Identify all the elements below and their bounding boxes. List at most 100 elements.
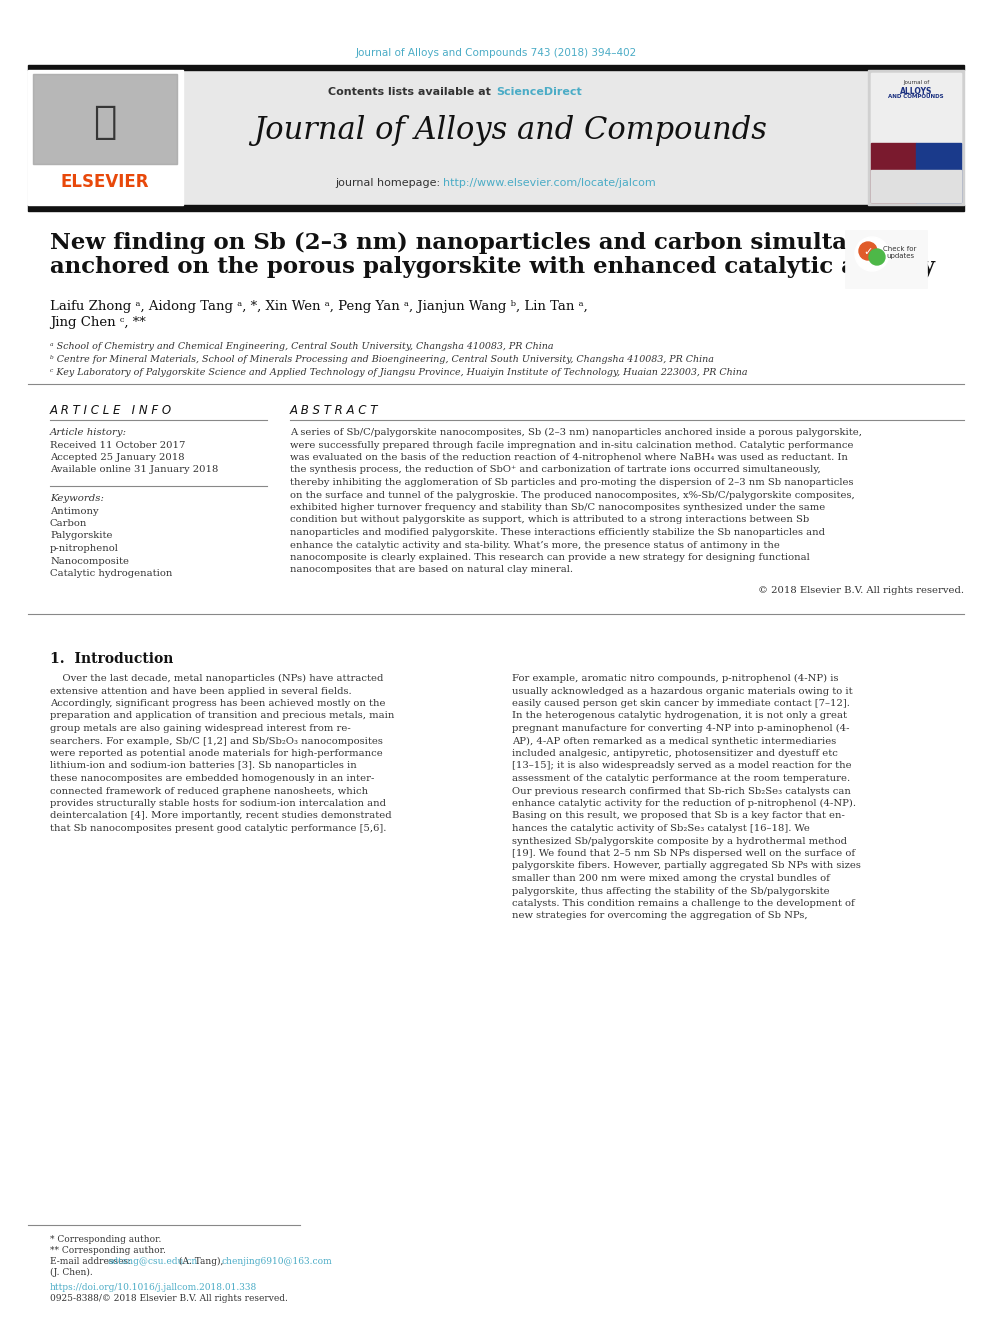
Text: [13–15]; it is also widespreadsly served as a model reaction for the: [13–15]; it is also widespreadsly served… bbox=[512, 762, 851, 770]
Text: Laifu Zhong ᵃ, Aidong Tang ᵃ, *, Xin Wen ᵃ, Peng Yan ᵃ, Jianjun Wang ᵇ, Lin Tan : Laifu Zhong ᵃ, Aidong Tang ᵃ, *, Xin Wen… bbox=[50, 300, 587, 314]
Text: smaller than 200 nm were mixed among the crystal bundles of: smaller than 200 nm were mixed among the… bbox=[512, 875, 830, 882]
Text: Carbon: Carbon bbox=[50, 519, 87, 528]
Text: nanocomposite is clearly explained. This research can provide a new strategy for: nanocomposite is clearly explained. This… bbox=[290, 553, 809, 562]
Text: the synthesis process, the reduction of SbO⁺ and carbonization of tartrate ions : the synthesis process, the reduction of … bbox=[290, 466, 820, 475]
Text: A series of Sb/C/palygorskite nanocomposites, Sb (2–3 nm) nanoparticles anchored: A series of Sb/C/palygorskite nanocompos… bbox=[290, 429, 862, 437]
Text: group metals are also gaining widespread interest from re-: group metals are also gaining widespread… bbox=[50, 724, 351, 733]
Text: 1.  Introduction: 1. Introduction bbox=[50, 652, 174, 665]
Text: A R T I C L E   I N F O: A R T I C L E I N F O bbox=[50, 404, 173, 417]
Text: AND COMPOUNDS: AND COMPOUNDS bbox=[888, 94, 943, 99]
Text: were reported as potential anode materials for high-performance: were reported as potential anode materia… bbox=[50, 749, 383, 758]
Text: easily caused person get skin cancer by immediate contact [7–12].: easily caused person get skin cancer by … bbox=[512, 699, 850, 708]
Text: 0925-8388/© 2018 Elsevier B.V. All rights reserved.: 0925-8388/© 2018 Elsevier B.V. All right… bbox=[50, 1294, 288, 1303]
Bar bbox=[871, 73, 961, 143]
Text: anchored on the porous palygorskite with enhanced catalytic activity: anchored on the porous palygorskite with… bbox=[50, 255, 935, 278]
Text: journal homepage:: journal homepage: bbox=[335, 179, 440, 188]
Text: New finding on Sb (2–3 nm) nanoparticles and carbon simultaneous: New finding on Sb (2–3 nm) nanoparticles… bbox=[50, 232, 923, 254]
Bar bbox=[28, 70, 868, 205]
Text: ᵇ Centre for Mineral Materials, School of Minerals Processing and Bioengineering: ᵇ Centre for Mineral Materials, School o… bbox=[50, 355, 714, 364]
Text: ᶜ Key Laboratory of Palygorskite Science and Applied Technology of Jiangsu Provi: ᶜ Key Laboratory of Palygorskite Science… bbox=[50, 368, 748, 377]
Text: ELSEVIER: ELSEVIER bbox=[61, 173, 149, 191]
Text: https://doi.org/10.1016/j.jallcom.2018.01.338: https://doi.org/10.1016/j.jallcom.2018.0… bbox=[50, 1283, 257, 1293]
Text: Journal of Alloys and Compounds 743 (2018) 394–402: Journal of Alloys and Compounds 743 (201… bbox=[355, 48, 637, 58]
Text: http://www.elsevier.com/locate/jalcom: http://www.elsevier.com/locate/jalcom bbox=[443, 179, 656, 188]
Text: ALLOYS: ALLOYS bbox=[900, 87, 932, 97]
Text: 🌳: 🌳 bbox=[93, 103, 117, 142]
Bar bbox=[871, 73, 961, 202]
Text: nanocomposites that are based on natural clay mineral.: nanocomposites that are based on natural… bbox=[290, 565, 573, 574]
Text: Article history:: Article history: bbox=[50, 429, 127, 437]
Text: ** Corresponding author.: ** Corresponding author. bbox=[50, 1246, 166, 1256]
Bar bbox=[868, 70, 964, 205]
Text: Palygorskite: Palygorskite bbox=[50, 532, 112, 541]
Text: adtang@csu.edu.cn: adtang@csu.edu.cn bbox=[107, 1257, 197, 1266]
Text: For example, aromatic nitro compounds, p-nitrophenol (4-NP) is: For example, aromatic nitro compounds, p… bbox=[512, 673, 838, 683]
Text: chenjing6910@163.com: chenjing6910@163.com bbox=[221, 1257, 331, 1266]
Text: p-nitrophenol: p-nitrophenol bbox=[50, 544, 119, 553]
Text: that Sb nanocomposites present good catalytic performance [5,6].: that Sb nanocomposites present good cata… bbox=[50, 824, 386, 833]
Bar bbox=[871, 143, 916, 202]
Text: Journal of: Journal of bbox=[903, 79, 930, 85]
Text: pregnant manufacture for converting 4-NP into p-aminophenol (4-: pregnant manufacture for converting 4-NP… bbox=[512, 724, 849, 733]
Text: palygorskite, thus affecting the stability of the Sb/palygorskite: palygorskite, thus affecting the stabili… bbox=[512, 886, 829, 896]
Bar bbox=[871, 169, 961, 202]
Text: Check for
updates: Check for updates bbox=[883, 246, 917, 259]
Text: catalysts. This condition remains a challenge to the development of: catalysts. This condition remains a chal… bbox=[512, 900, 855, 908]
Text: exhibited higher turnover frequency and stability than Sb/C nanocomposites synth: exhibited higher turnover frequency and … bbox=[290, 503, 825, 512]
Text: Keywords:: Keywords: bbox=[50, 493, 104, 503]
Text: enhance catalytic activity for the reduction of p-nitrophenol (4-NP).: enhance catalytic activity for the reduc… bbox=[512, 799, 856, 808]
Text: were successfully prepared through facile impregnation and in-situ calcination m: were successfully prepared through facil… bbox=[290, 441, 853, 450]
Text: lithium-ion and sodium-ion batteries [3]. Sb nanoparticles in: lithium-ion and sodium-ion batteries [3]… bbox=[50, 762, 357, 770]
Text: was evaluated on the basis of the reduction reaction of 4-nitrophenol where NaBH: was evaluated on the basis of the reduct… bbox=[290, 452, 848, 462]
Bar bbox=[28, 70, 183, 205]
Text: palygorskite fibers. However, partially aggregated Sb NPs with sizes: palygorskite fibers. However, partially … bbox=[512, 861, 861, 871]
Text: Our previous research confirmed that Sb-rich Sb₂Se₃ catalysts can: Our previous research confirmed that Sb-… bbox=[512, 786, 851, 795]
Bar bbox=[33, 74, 177, 164]
Text: usually acknowledged as a hazardous organic materials owing to it: usually acknowledged as a hazardous orga… bbox=[512, 687, 853, 696]
Text: new strategies for overcoming the aggregation of Sb NPs,: new strategies for overcoming the aggreg… bbox=[512, 912, 807, 921]
Text: Contents lists available at: Contents lists available at bbox=[328, 87, 495, 97]
Text: extensive attention and have been applied in several fields.: extensive attention and have been applie… bbox=[50, 687, 351, 696]
Text: Received 11 October 2017: Received 11 October 2017 bbox=[50, 441, 186, 450]
Circle shape bbox=[869, 249, 885, 265]
Text: Catalytic hydrogenation: Catalytic hydrogenation bbox=[50, 569, 173, 578]
Text: AP), 4-AP often remarked as a medical synthetic intermediaries: AP), 4-AP often remarked as a medical sy… bbox=[512, 737, 836, 746]
Bar bbox=[916, 143, 961, 202]
Circle shape bbox=[855, 237, 889, 271]
Text: Jing Chen ᶜ, **: Jing Chen ᶜ, ** bbox=[50, 316, 146, 329]
Text: In the heterogenous catalytic hydrogenation, it is not only a great: In the heterogenous catalytic hydrogenat… bbox=[512, 712, 847, 721]
Text: [19]. We found that 2–5 nm Sb NPs dispersed well on the surface of: [19]. We found that 2–5 nm Sb NPs disper… bbox=[512, 849, 855, 859]
Text: © 2018 Elsevier B.V. All rights reserved.: © 2018 Elsevier B.V. All rights reserved… bbox=[758, 586, 964, 595]
Bar bbox=[28, 65, 964, 70]
Bar bbox=[28, 205, 964, 210]
Text: nanoparticles and modified palygorskite. These interactions efficiently stabiliz: nanoparticles and modified palygorskite.… bbox=[290, 528, 825, 537]
Bar bbox=[33, 74, 177, 164]
Text: Accepted 25 January 2018: Accepted 25 January 2018 bbox=[50, 452, 185, 462]
Text: Nanocomposite: Nanocomposite bbox=[50, 557, 129, 565]
Text: A B S T R A C T: A B S T R A C T bbox=[290, 404, 378, 417]
Text: Basing on this result, we proposed that Sb is a key factor that en-: Basing on this result, we proposed that … bbox=[512, 811, 845, 820]
Bar bbox=[845, 230, 927, 288]
Text: synthesized Sb/palygorskite composite by a hydrothermal method: synthesized Sb/palygorskite composite by… bbox=[512, 836, 847, 845]
Text: ScienceDirect: ScienceDirect bbox=[496, 87, 581, 97]
Text: connected framework of reduced graphene nanosheets, which: connected framework of reduced graphene … bbox=[50, 786, 368, 795]
Text: on the surface and tunnel of the palygroskie. The produced nanocomposites, x%-Sb: on the surface and tunnel of the palygro… bbox=[290, 491, 855, 500]
Text: included analgesic, antipyretic, photosensitizer and dyestuff etc: included analgesic, antipyretic, photose… bbox=[512, 749, 838, 758]
Text: ✓: ✓ bbox=[863, 247, 873, 257]
Text: E-mail addresses:: E-mail addresses: bbox=[50, 1257, 134, 1266]
Text: condition but without palygorskite as support, which is attributed to a strong i: condition but without palygorskite as su… bbox=[290, 516, 809, 524]
Text: thereby inhibiting the agglomeration of Sb particles and pro-moting the dispersi: thereby inhibiting the agglomeration of … bbox=[290, 478, 853, 487]
Text: provides structurally stable hosts for sodium-ion intercalation and: provides structurally stable hosts for s… bbox=[50, 799, 386, 808]
Text: Accordingly, significant progress has been achieved mostly on the: Accordingly, significant progress has be… bbox=[50, 699, 386, 708]
Text: Over the last decade, metal nanoparticles (NPs) have attracted: Over the last decade, metal nanoparticle… bbox=[50, 673, 383, 683]
Text: deintercalation [4]. More importantly, recent studies demonstrated: deintercalation [4]. More importantly, r… bbox=[50, 811, 392, 820]
Text: (J. Chen).: (J. Chen). bbox=[50, 1267, 92, 1277]
Text: Journal of Alloys and Compounds: Journal of Alloys and Compounds bbox=[253, 115, 767, 146]
Text: searchers. For example, Sb/C [1,2] and Sb/Sb₂O₃ nanocomposites: searchers. For example, Sb/C [1,2] and S… bbox=[50, 737, 383, 745]
Text: * Corresponding author.: * Corresponding author. bbox=[50, 1234, 162, 1244]
Circle shape bbox=[859, 242, 877, 261]
Text: enhance the catalytic activity and sta-bility. What’s more, the presence status : enhance the catalytic activity and sta-b… bbox=[290, 541, 780, 549]
Text: ᵃ School of Chemistry and Chemical Engineering, Central South University, Changs: ᵃ School of Chemistry and Chemical Engin… bbox=[50, 343, 554, 351]
Text: (A. Tang),: (A. Tang), bbox=[176, 1257, 226, 1266]
Text: these nanocomposites are embedded homogenously in an inter-: these nanocomposites are embedded homoge… bbox=[50, 774, 374, 783]
